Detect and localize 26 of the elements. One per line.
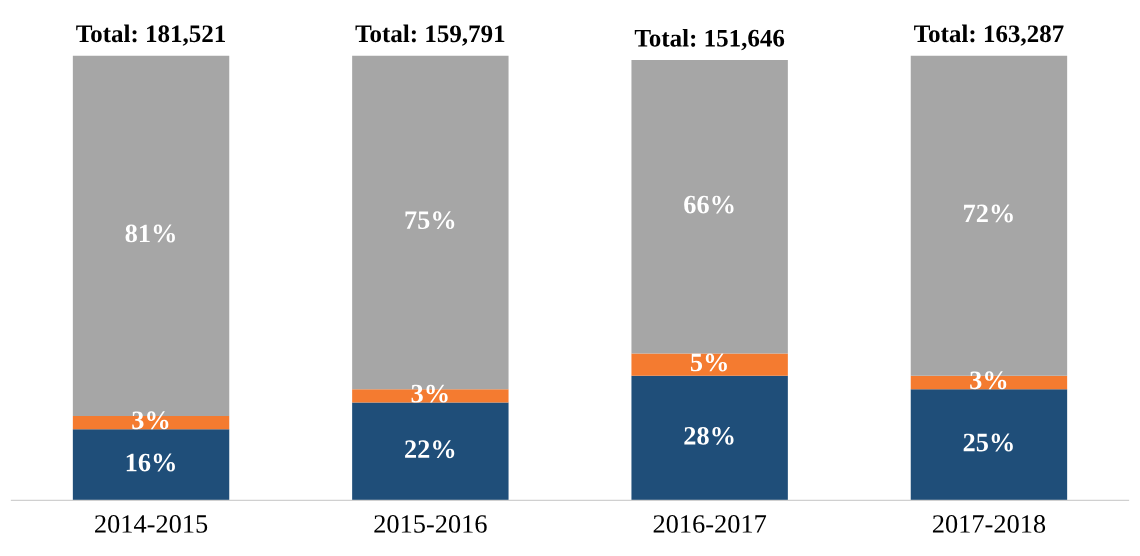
bar xyxy=(72,429,230,501)
annotation: Total: 163,287 xyxy=(914,24,1064,46)
data-label: 3% xyxy=(970,371,1007,390)
data-label: 75% xyxy=(405,211,455,230)
bar xyxy=(631,353,788,376)
data-label: 66% xyxy=(684,195,734,214)
annotation: Total: 181,521 xyxy=(76,24,225,46)
data-label: 3% xyxy=(411,384,448,403)
x-tick-label: 2015-2016 xyxy=(374,515,487,533)
x-tick-label: 2016-2017 xyxy=(653,515,767,533)
data-label: 22% xyxy=(405,440,455,459)
data-label: 25% xyxy=(963,433,1013,452)
annotation: Total: 151,646 xyxy=(634,29,785,51)
data-label: 5% xyxy=(690,353,727,372)
bar xyxy=(631,60,788,354)
data-label: 16% xyxy=(126,453,175,472)
x-tick-label: 2014-2015 xyxy=(95,515,208,533)
data-label: 72% xyxy=(964,204,1013,223)
x-tick-label: 2017-2018 xyxy=(932,515,1046,533)
data-label: 28% xyxy=(684,426,734,445)
data-label: 3% xyxy=(132,411,169,430)
bar xyxy=(352,402,509,501)
annotation: Total: 159,791 xyxy=(355,24,505,46)
data-label: 81% xyxy=(125,224,175,243)
bar xyxy=(631,375,788,501)
bar xyxy=(910,389,1068,501)
